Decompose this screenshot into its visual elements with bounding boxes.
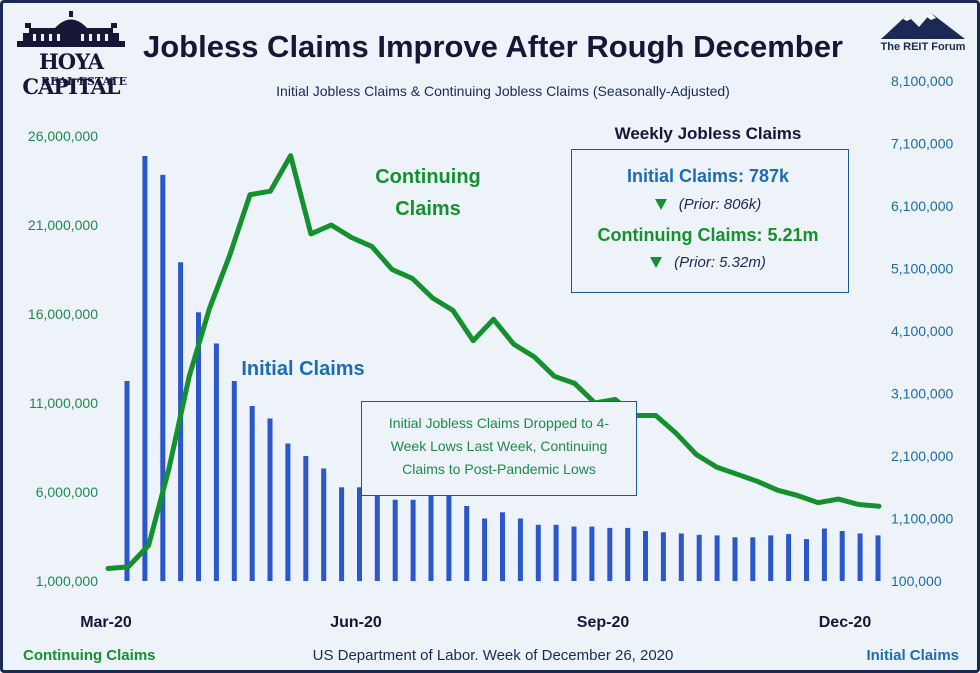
initial-claims-bar [196, 312, 201, 582]
initial-claims-bar [285, 443, 291, 581]
initial-claims-bar [535, 524, 541, 582]
initial-claims-bar [678, 533, 684, 581]
initial-claims-bar [446, 493, 452, 581]
right-axis-tick-label: 8,100,000 [891, 73, 953, 89]
source-caption: US Department of Labor. Week of December… [312, 647, 674, 664]
initial-claims-bar [821, 528, 827, 581]
initial-claims-bar [374, 493, 380, 581]
left-axis-tick-label: 16,000,000 [28, 306, 98, 322]
reit-forum-logo: The REIT Forum [873, 11, 973, 59]
mountain-icon [881, 13, 965, 39]
initial-claims-bar [553, 524, 559, 582]
initial-claims-bar [303, 456, 309, 581]
initial-claims-bar [267, 418, 273, 581]
kpi-continuing-prior-text: (Prior: 5.32m) [674, 254, 766, 271]
logo-name: HOYA CAPITAL [22, 49, 120, 99]
continuing-claims-annotation: Continuing Claims [358, 161, 498, 225]
initial-claims-bar [571, 526, 577, 581]
initial-claims-bar [714, 535, 720, 581]
right-axis-tick-label: 5,100,000 [891, 261, 953, 277]
right-axis-tick-label: 3,100,000 [891, 386, 953, 402]
left-axis-tick-label: 1,000,000 [36, 573, 98, 589]
commentary-line3: Claims to Post-Pandemic Lows [402, 461, 596, 477]
commentary-box: Initial Jobless Claims Dropped to 4- Wee… [361, 401, 637, 496]
x-axis-tick-label: Mar-20 [80, 614, 132, 631]
kpi-continuing-value: Continuing Claims: 5.21m [597, 225, 819, 245]
down-triangle-icon [650, 257, 663, 268]
initial-claims-bar [696, 534, 702, 582]
commentary-line1: Initial Jobless Claims Dropped to 4- [388, 415, 610, 431]
initial-claims-bar [357, 487, 362, 582]
right-axis-tick-label: 1,100,000 [891, 511, 953, 527]
x-axis-tick-label: Dec-20 [819, 614, 872, 631]
right-axis-caption: Initial Claims [866, 647, 959, 664]
chart-canvas: 1,000,000 6,000,000 11,000,000 16,000,000 21… [28, 73, 954, 631]
initial-claims-bar [231, 381, 237, 581]
initial-claims-bar [732, 537, 738, 582]
x-axis-tick-label: Jun-20 [330, 614, 382, 631]
left-axis-tick-label: 21,000,000 [28, 217, 98, 233]
chart-title: Jobless Claims Improve After Rough Decem… [143, 29, 843, 64]
initial-claims-annotation: Initial Claims [241, 358, 365, 380]
kpi-heading: Weekly Jobless Claims [614, 124, 802, 143]
initial-claims-bar [213, 343, 219, 581]
continuing-annotation-line2: Claims [395, 198, 461, 220]
initial-claims-bar [428, 493, 434, 581]
kpi-continuing-prior: (Prior: 5.32m) [578, 254, 838, 271]
initial-claims-bar [321, 468, 327, 581]
commentary-line2: Week Lows Last Week, Continuing [390, 438, 608, 454]
initial-claims-bar [160, 174, 166, 582]
right-axis-tick-label: 7,100,000 [891, 136, 953, 152]
x-axis-tick-label: Sep-20 [577, 614, 630, 631]
kpi-initial-prior: (Prior: 806k) [578, 196, 838, 213]
initial-claims-bar [410, 499, 416, 582]
kpi-initial-prior-text: (Prior: 806k) [678, 196, 762, 213]
initial-claims-bar [660, 532, 666, 582]
right-axis-tick-label: 6,100,000 [891, 198, 953, 214]
initial-claims-bar [804, 539, 809, 581]
initial-claims-bar [142, 156, 148, 581]
kpi-initial-value: Initial Claims: 787k [626, 166, 790, 186]
continuing-annotation-line1: Continuing [375, 166, 481, 188]
initial-claims-bar [464, 506, 470, 581]
initial-claims-bar [339, 487, 345, 582]
right-axis-tick-label: 2,100,000 [891, 448, 953, 464]
right-axis-tick-label: 4,100,000 [891, 323, 953, 339]
capitol-building-icon [17, 11, 125, 47]
initial-claims-bar [607, 527, 613, 581]
kpi-box [571, 149, 849, 293]
logo-subtitle: REAL ESTATE [40, 75, 127, 88]
initial-claims-bar [857, 533, 863, 581]
left-axis-tick-label: 26,000,000 [28, 128, 98, 144]
initial-claims-bar [589, 526, 595, 581]
chart-subtitle: Initial Jobless Claims & Continuing Jobl… [276, 83, 730, 99]
initial-claims-bar [839, 531, 845, 581]
initial-claims-bar [750, 537, 756, 582]
left-axis-caption: Continuing Claims [23, 647, 156, 664]
left-axis-tick-label: 11,000,000 [29, 395, 98, 411]
down-triangle-icon [654, 199, 667, 210]
initial-claims-bar [124, 381, 130, 581]
initial-claims-bar [500, 512, 505, 582]
initial-claims-bar [249, 406, 255, 581]
initial-claims-bar [517, 518, 523, 581]
brand-name: The REIT Forum [880, 41, 966, 53]
initial-claims-bar [786, 534, 792, 581]
hoya-capital-logo: HOYA CAPITAL REAL ESTATE [15, 11, 127, 101]
initial-claims-bar [625, 527, 631, 581]
initial-claims-bar [482, 518, 488, 581]
initial-claims-bar [643, 531, 648, 581]
initial-claims-bar [875, 535, 881, 581]
left-axis-tick-label: 6,000,000 [36, 484, 98, 500]
initial-claims-bar [392, 499, 398, 582]
initial-claims-bar [768, 535, 774, 581]
continuing-claims-line [105, 153, 882, 571]
right-axis-tick-label: 100,000 [891, 573, 942, 589]
